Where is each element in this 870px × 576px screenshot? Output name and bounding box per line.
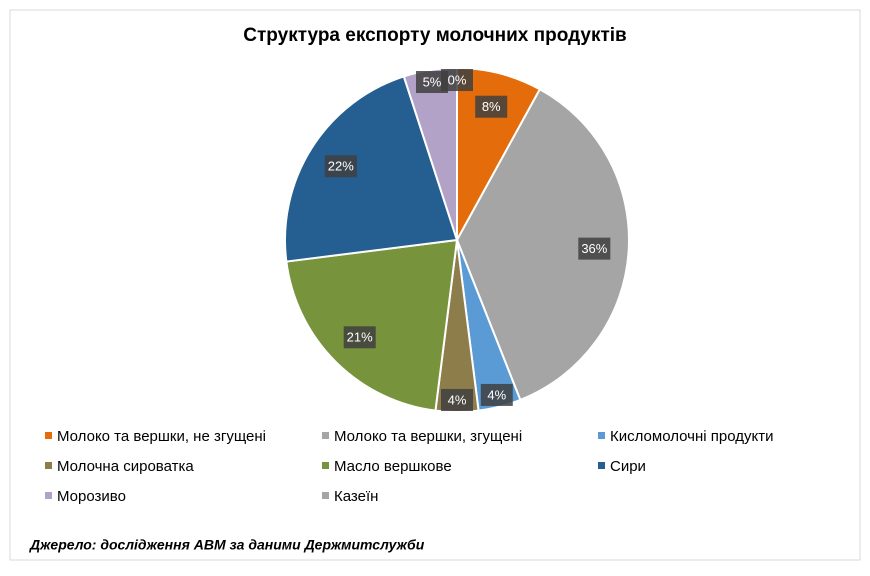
source-note: Джерело: дослідження АВМ за даними Держм… (29, 537, 425, 553)
data-label-box (578, 237, 611, 260)
legend-marker (322, 492, 329, 499)
legend-label: Казеїн (334, 488, 378, 505)
data-label-box (480, 383, 513, 406)
legend-label: Масло вершкове (334, 458, 452, 475)
legend-marker (45, 492, 52, 499)
data-label-box (441, 388, 473, 411)
pie-slice (285, 238, 459, 412)
data-label-box (441, 69, 473, 92)
legend-label: Молочна сироватка (57, 458, 194, 475)
data-label-box (475, 95, 508, 118)
legend-label: Молоко та вершки, не згущені (57, 428, 266, 445)
legend-marker (45, 462, 52, 469)
legend-label: Молоко та вершки, згущені (334, 428, 522, 445)
chart-title: Структура експорту молочних продуктів (243, 25, 626, 46)
data-label-box (343, 326, 376, 349)
data-label: 4% (448, 392, 467, 407)
data-label: 0% (448, 72, 467, 87)
legend-label: Сири (610, 458, 646, 475)
legend-marker (322, 432, 329, 439)
pie-slice (284, 75, 459, 263)
legend-marker (322, 462, 329, 469)
data-label: 21% (347, 330, 373, 345)
data-label: 4% (487, 387, 506, 402)
data-label: 36% (581, 241, 607, 256)
legend-marker (598, 432, 605, 439)
data-label: 22% (328, 159, 354, 174)
legend-label: Морозиво (57, 488, 126, 505)
data-label: 5% (423, 74, 442, 89)
pie-slice (455, 87, 630, 402)
legend-marker (45, 432, 52, 439)
data-label: 8% (482, 99, 501, 114)
data-label-box (324, 155, 357, 178)
data-label-box (415, 71, 448, 94)
legend-marker (598, 462, 605, 469)
legend-label: Кисломолочні продукти (610, 428, 773, 445)
